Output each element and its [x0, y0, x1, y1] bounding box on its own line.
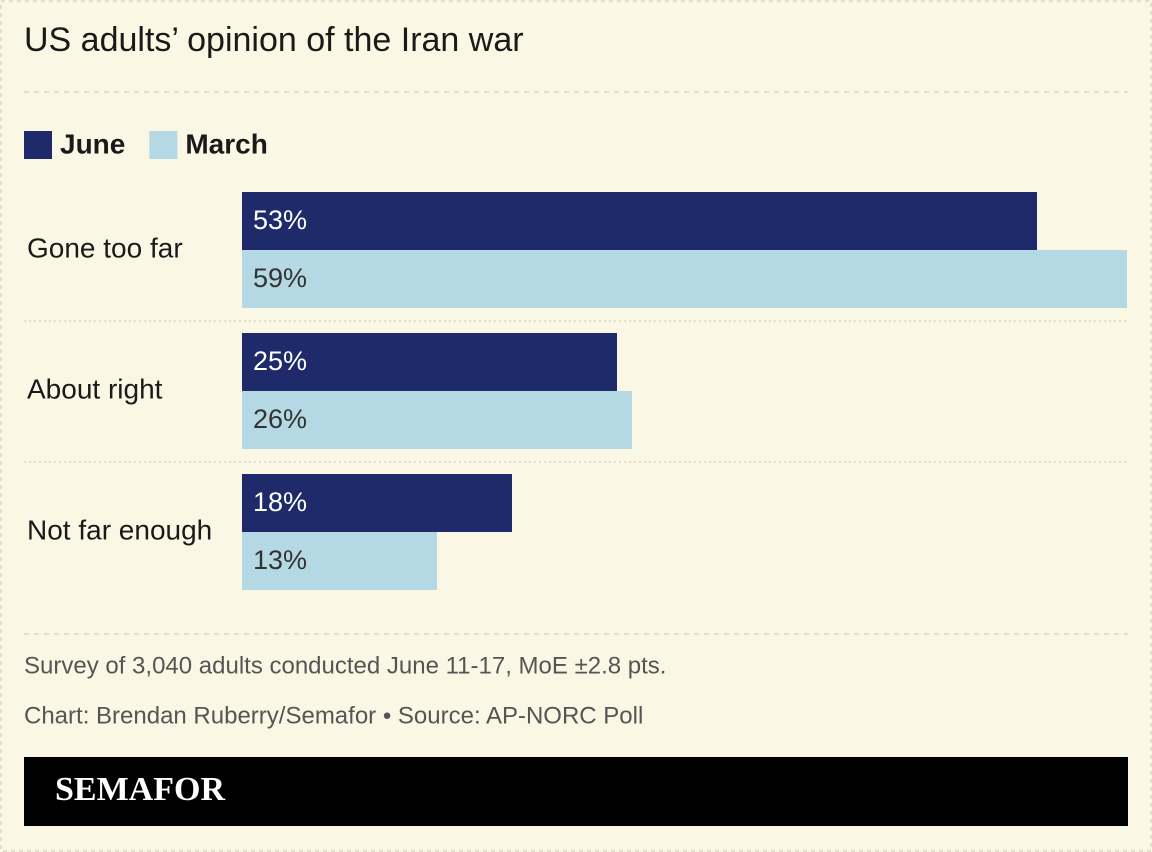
value-label: 59% — [253, 263, 307, 293]
source: Chart: Brendan Ruberry/Semafor • Source:… — [24, 702, 643, 729]
value-label: 25% — [253, 346, 307, 376]
value-label: 18% — [253, 487, 307, 517]
chart-title: US adults’ opinion of the Iran war — [24, 21, 524, 59]
legend-swatch — [149, 131, 178, 159]
value-label: 26% — [253, 404, 307, 434]
bar — [242, 391, 632, 449]
bar — [242, 474, 512, 532]
bar — [242, 333, 617, 391]
category-label: About right — [27, 373, 163, 404]
bar — [242, 532, 437, 590]
brand-band — [24, 757, 1128, 826]
bar — [242, 192, 1037, 250]
brand-logo: SEMAFOR — [55, 771, 225, 808]
note: Survey of 3,040 adults conducted June 11… — [24, 652, 666, 679]
bar — [242, 250, 1127, 308]
legend-label: June — [60, 128, 125, 159]
value-label: 13% — [253, 545, 307, 575]
category-label: Not far enough — [27, 514, 212, 545]
legend-label: March — [185, 128, 267, 159]
category-label: Gone too far — [27, 232, 183, 263]
legend-swatch — [24, 131, 52, 159]
value-label: 53% — [253, 205, 307, 235]
